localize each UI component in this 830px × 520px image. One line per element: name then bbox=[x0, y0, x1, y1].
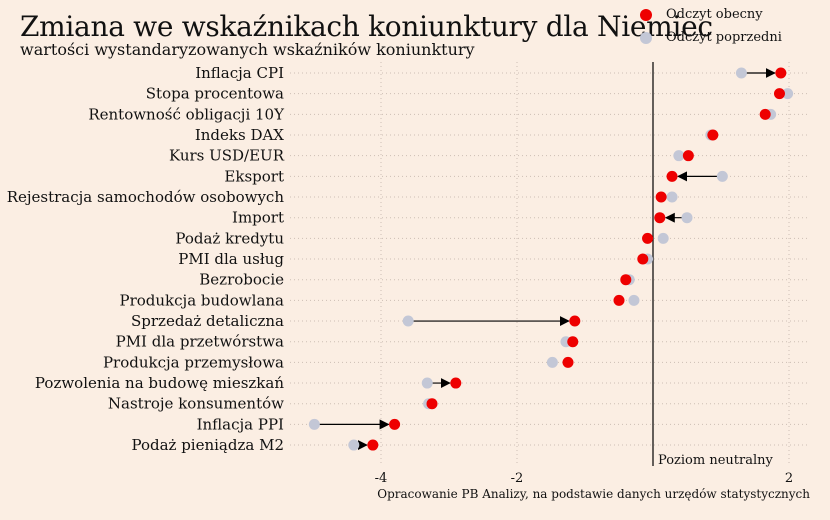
point-current bbox=[569, 315, 581, 327]
source-note: Opracowanie PB Analizy, na podstawie dan… bbox=[377, 487, 810, 501]
point-current bbox=[682, 150, 694, 162]
x-tick-label: 2 bbox=[785, 471, 793, 486]
legend-item-previous: Odczyt poprzedni bbox=[640, 26, 782, 49]
point-previous bbox=[666, 191, 678, 203]
point-current bbox=[613, 294, 625, 306]
legend-item-current: Odczyt obecny bbox=[640, 3, 782, 26]
point-current bbox=[389, 418, 401, 430]
point-current bbox=[654, 212, 666, 224]
point-previous bbox=[628, 294, 640, 306]
category-label: PMI dla usług bbox=[178, 250, 284, 268]
point-previous bbox=[402, 315, 414, 327]
neutral-label: Poziom neutralny bbox=[658, 453, 773, 468]
category-label: Podaż kredytu bbox=[175, 229, 284, 247]
legend-marker-previous bbox=[640, 31, 652, 44]
category-label: Produkcja przemysłowa bbox=[103, 353, 284, 371]
point-previous bbox=[735, 67, 747, 79]
category-label: Pozwolenia na budowę mieszkań bbox=[35, 374, 284, 392]
point-current bbox=[567, 336, 579, 348]
point-current bbox=[637, 253, 649, 265]
category-label: Kurs USD/EUR bbox=[169, 147, 285, 165]
category-label: Podaż pieniądza M2 bbox=[131, 436, 284, 454]
point-current bbox=[775, 67, 787, 79]
legend: Odczyt obecny Odczyt poprzedni bbox=[640, 3, 782, 49]
point-previous bbox=[308, 418, 320, 430]
category-label: PMI dla przetwórstwa bbox=[116, 333, 284, 351]
point-current bbox=[450, 377, 462, 389]
legend-label-current: Odczyt obecny bbox=[666, 7, 763, 22]
legend-marker-current bbox=[640, 8, 652, 21]
category-label: Inflacja CPI bbox=[195, 64, 284, 82]
point-previous bbox=[673, 150, 685, 162]
category-label: Rentowność obligacji 10Y bbox=[88, 105, 285, 123]
point-previous bbox=[546, 356, 558, 368]
point-current bbox=[426, 398, 438, 410]
point-current bbox=[666, 170, 678, 182]
point-previous bbox=[681, 212, 693, 224]
category-label: Produkcja budowlana bbox=[120, 291, 285, 309]
x-tick-label: -2 bbox=[511, 471, 524, 486]
category-label: Import bbox=[232, 209, 284, 227]
x-tick-label: -4 bbox=[375, 471, 388, 486]
point-current bbox=[562, 356, 574, 368]
point-previous bbox=[716, 170, 728, 182]
point-previous bbox=[421, 377, 433, 389]
category-label: Indeks DAX bbox=[195, 126, 284, 144]
category-label: Rejestracja samochodów osobowych bbox=[7, 188, 285, 206]
chart-subtitle: wartości wystandaryzowanych wskaźników k… bbox=[20, 40, 475, 59]
category-label: Nastroje konsumentów bbox=[108, 395, 284, 413]
category-label: Bezrobocie bbox=[199, 271, 284, 289]
category-label: Eksport bbox=[224, 167, 284, 185]
point-current bbox=[642, 232, 654, 244]
category-label: Sprzedaż detaliczna bbox=[131, 312, 284, 330]
point-current bbox=[620, 274, 632, 286]
category-label: Inflacja PPI bbox=[197, 415, 284, 433]
point-previous bbox=[657, 232, 669, 244]
point-current bbox=[655, 191, 667, 203]
chart-title: Zmiana we wskaźnikach koniunktury dla Ni… bbox=[20, 10, 713, 43]
point-previous bbox=[348, 439, 360, 451]
point-current bbox=[759, 108, 771, 120]
legend-label-previous: Odczyt poprzedni bbox=[666, 30, 782, 45]
category-label: Stopa procentowa bbox=[146, 85, 284, 103]
point-current bbox=[773, 88, 785, 100]
point-current bbox=[367, 439, 379, 451]
point-previous bbox=[782, 88, 794, 100]
point-current bbox=[707, 129, 719, 141]
